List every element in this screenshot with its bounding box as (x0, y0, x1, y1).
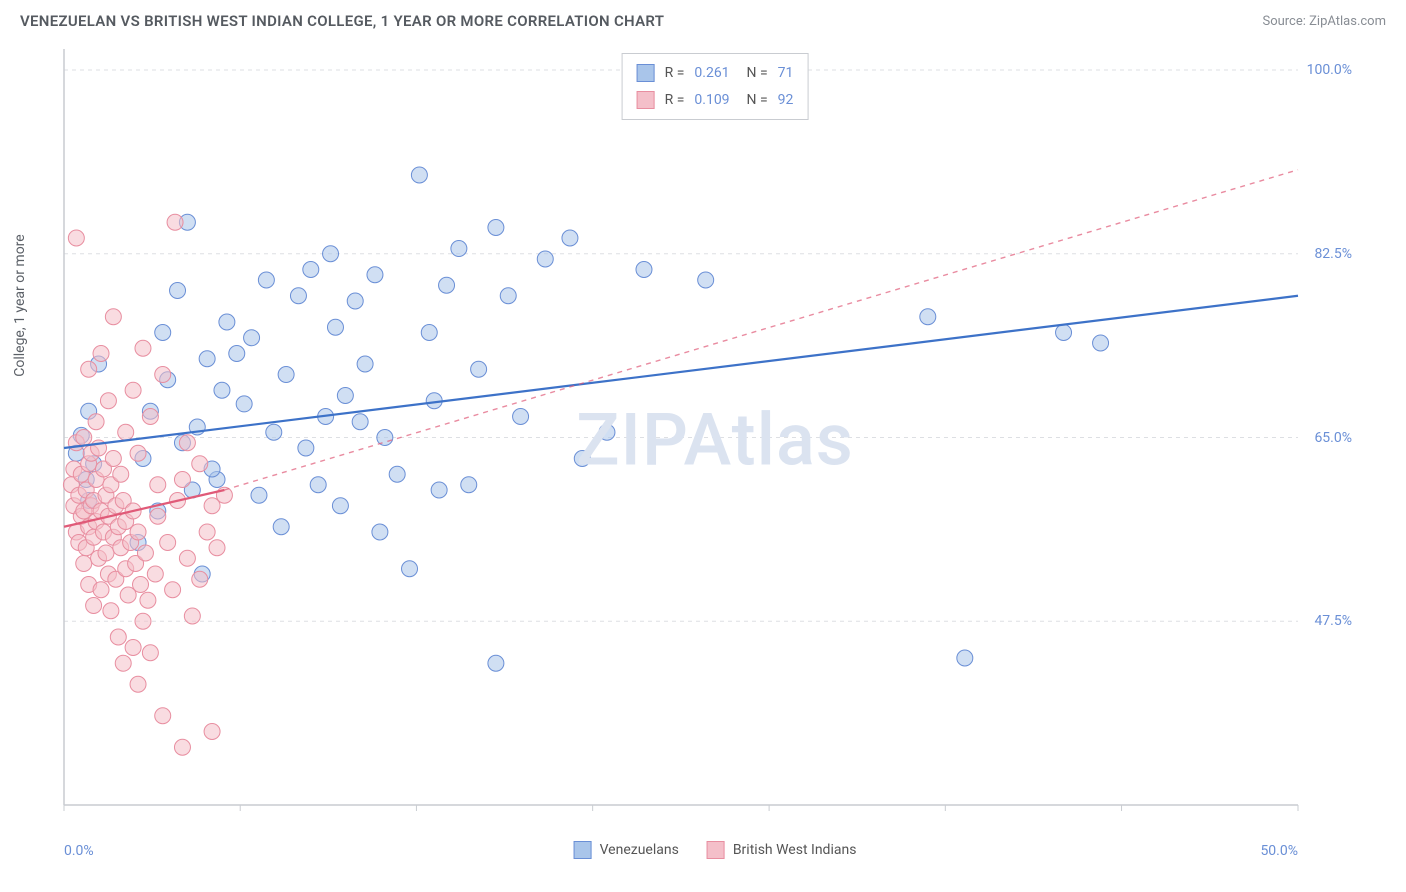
legend-n-value: 71 (778, 60, 794, 87)
legend-n-label: N = (740, 87, 768, 114)
chart-area: College, 1 year or more ZIPAtlas R = 0.2… (60, 45, 1370, 835)
legend-swatch-pink (707, 841, 725, 859)
series-legend: Venezuelans British West Indians (574, 841, 857, 859)
scatter-plot (60, 45, 1370, 835)
correlation-legend-row: R = 0.261 N = 71 (637, 60, 794, 87)
legend-r-label: R = (665, 87, 685, 114)
y-tick-label: 65.0% (1314, 430, 1352, 446)
x-tick-label: 50.0% (1260, 843, 1298, 859)
legend-swatch-pink (637, 91, 655, 109)
legend-r-value: 0.109 (694, 87, 729, 114)
y-tick-label: 100.0% (1307, 62, 1352, 78)
chart-source: Source: ZipAtlas.com (1262, 14, 1386, 29)
chart-header: VENEZUELAN VS BRITISH WEST INDIAN COLLEG… (0, 0, 1406, 38)
legend-r-value: 0.261 (694, 60, 729, 87)
series-legend-label: British West Indians (733, 842, 857, 858)
legend-swatch-blue (574, 841, 592, 859)
series-legend-item: Venezuelans (574, 841, 679, 859)
correlation-legend: R = 0.261 N = 71 R = 0.109 N = 92 (622, 53, 809, 120)
y-axis-label: College, 1 year or more (12, 234, 28, 376)
legend-n-label: N = (740, 60, 768, 87)
legend-r-label: R = (665, 60, 685, 87)
legend-n-value: 92 (778, 87, 794, 114)
series-legend-item: British West Indians (707, 841, 857, 859)
series-legend-label: Venezuelans (600, 842, 679, 858)
x-tick-label: 0.0% (64, 843, 94, 859)
legend-swatch-blue (637, 64, 655, 82)
chart-title: VENEZUELAN VS BRITISH WEST INDIAN COLLEG… (20, 12, 664, 30)
y-tick-label: 82.5% (1314, 246, 1352, 262)
y-tick-label: 47.5% (1314, 613, 1352, 629)
correlation-legend-row: R = 0.109 N = 92 (637, 87, 794, 114)
